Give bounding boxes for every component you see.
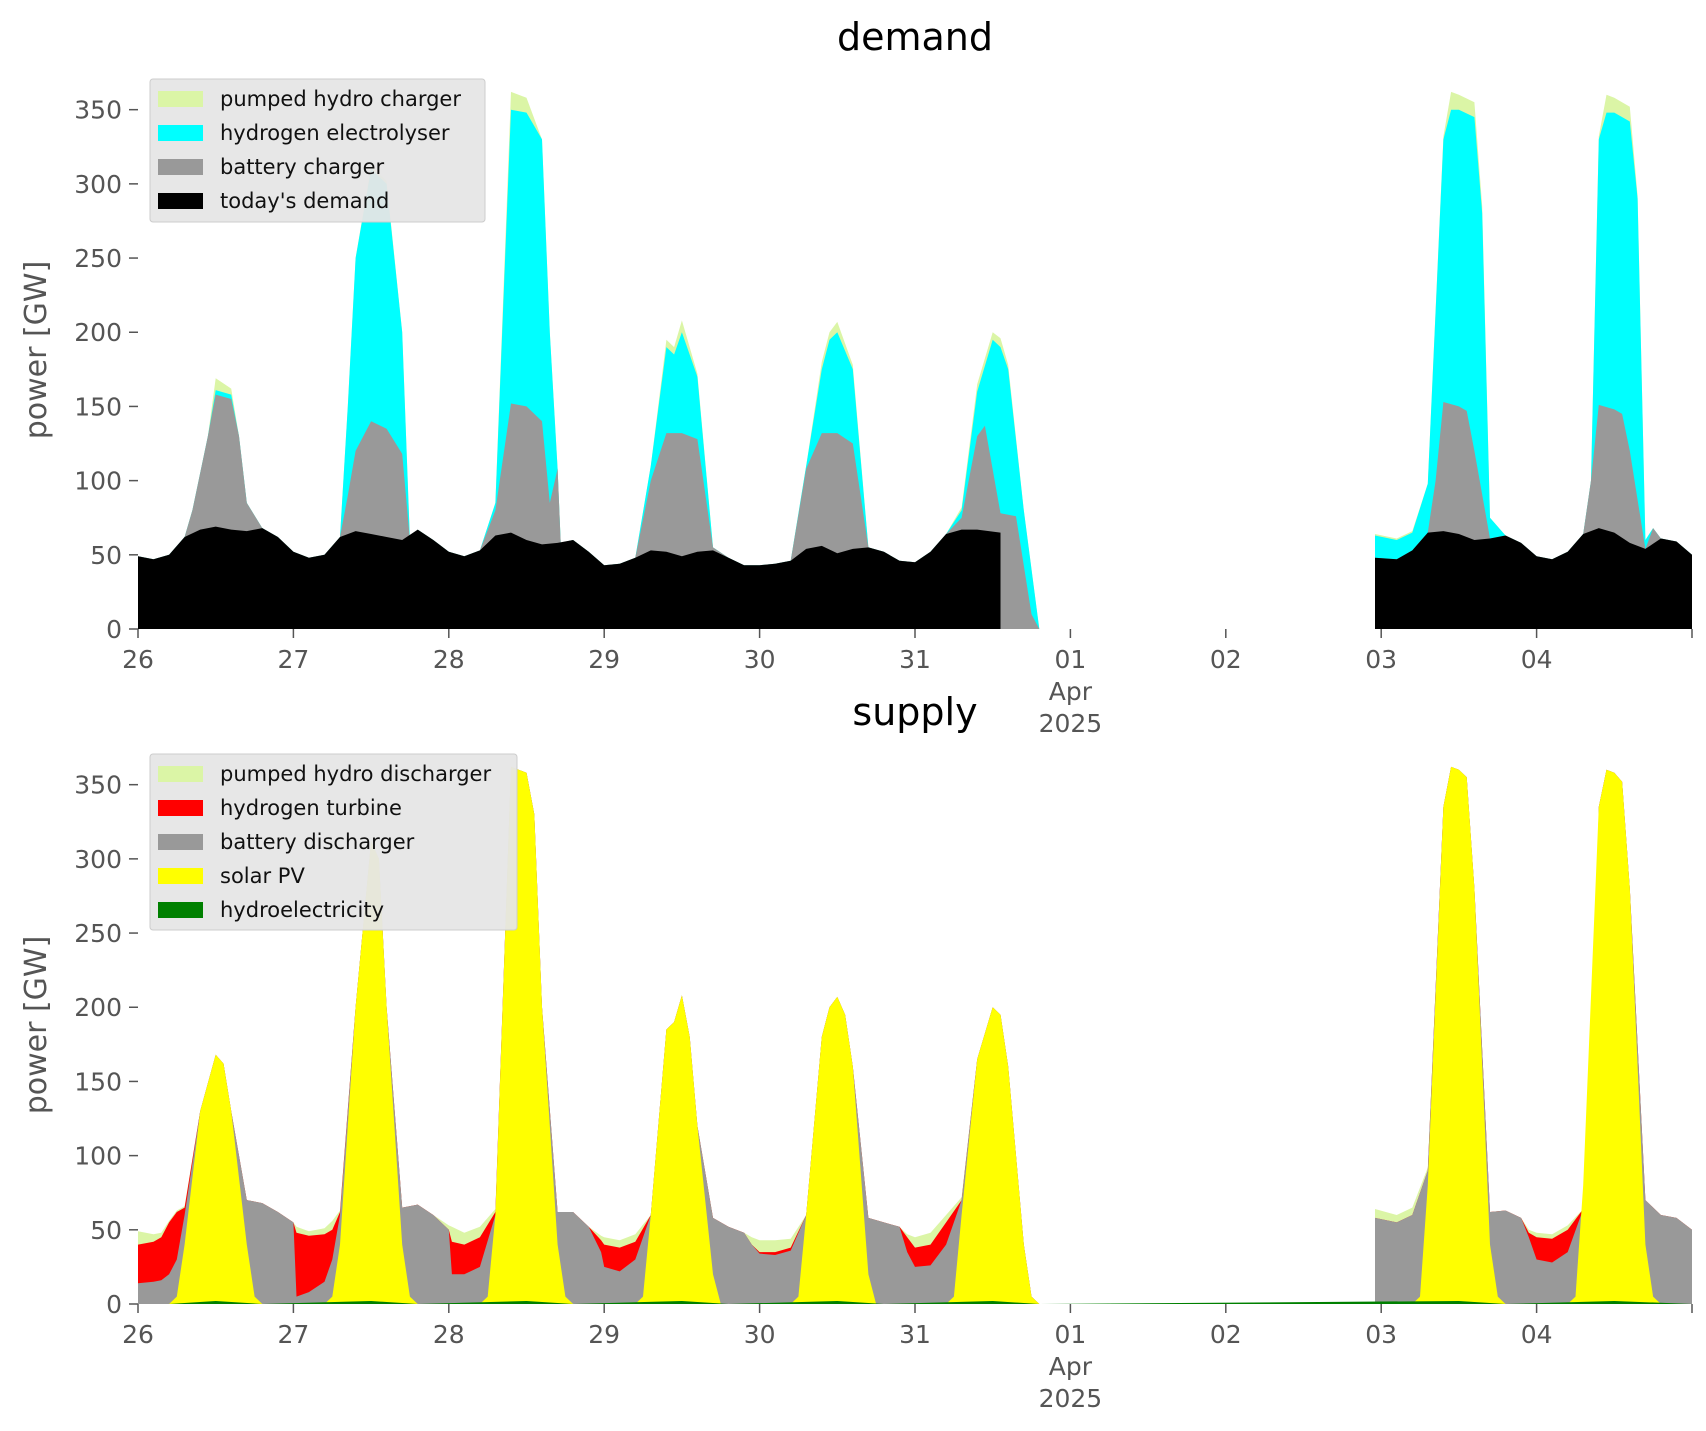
- legend-label-solar-pv: solar PV: [220, 864, 305, 888]
- demand-legend: pumped hydro charger hydrogen electrolyse…: [149, 78, 486, 223]
- legend-swatch-pumped-hydro-charger: [158, 91, 203, 107]
- supply-axes: 0 50 100 150 200 250 300 350 26 27 28 29 30 31 01 Apr 20…: [74, 771, 1693, 1413]
- x-tick-label: 26: [122, 1320, 154, 1349]
- area-solar-pv: [138, 766, 1692, 1304]
- x-tick-label: 02: [1210, 645, 1242, 674]
- y-tick-label: 0: [106, 615, 122, 644]
- x-tick-label: 28: [433, 1320, 465, 1349]
- x-tick-label: 01 Apr 2025: [1039, 645, 1103, 738]
- legend-swatch-solar-pv: [158, 868, 203, 884]
- y-tick-label: 200: [74, 318, 122, 347]
- legend-label-pumped-hydro-discharger: pumped hydro discharger: [220, 762, 491, 786]
- area-today-s-demand: [138, 526, 1692, 629]
- y-tick-label: 300: [74, 170, 122, 199]
- supply-title: supply: [852, 690, 977, 734]
- y-tick-label: 300: [74, 845, 122, 874]
- x-tick-label: 29: [588, 645, 620, 674]
- legend-label-hydroelectricity: hydroelectricity: [220, 898, 384, 922]
- y-tick-label: 150: [74, 392, 122, 421]
- y-tick-label: 100: [74, 1142, 122, 1171]
- legend-label-hydrogen-electrolyser: hydrogen electrolyser: [220, 121, 450, 145]
- legend-box: [149, 753, 518, 931]
- legend-swatch-hydroelectricity: [158, 902, 203, 918]
- y-tick-label: 250: [74, 919, 122, 948]
- x-tick-label: 04: [1521, 1320, 1553, 1349]
- y-tick-label: 350: [74, 96, 122, 125]
- demand-y-axis-label: power [GW]: [19, 261, 54, 440]
- demand-title: demand: [837, 15, 993, 59]
- x-tick-label: 01 Apr 2025: [1039, 1320, 1103, 1413]
- x-tick-label: 30: [744, 1320, 776, 1349]
- supply-legend: pumped hydro discharger hydrogen turbine b…: [149, 753, 518, 931]
- y-tick-label: 150: [74, 1067, 122, 1096]
- legend-swatch-battery-charger: [158, 159, 203, 175]
- x-tick-label: 04: [1521, 645, 1553, 674]
- y-tick-label: 0: [106, 1290, 122, 1319]
- legend-swatch-today-s-demand: [158, 193, 203, 209]
- x-tick-label: 28: [433, 645, 465, 674]
- legend-label-battery-discharger: battery discharger: [220, 830, 415, 854]
- x-tick-label: 30: [744, 645, 776, 674]
- y-tick-label: 50: [90, 541, 122, 570]
- legend-label-today-s-demand: today's demand: [220, 189, 389, 213]
- y-tick-label: 350: [74, 771, 122, 800]
- y-tick-label: 100: [74, 467, 122, 496]
- supply-panel: supply power [GW] 0 50 100 150 200 250 300 350 2…: [19, 690, 1693, 1413]
- x-tick-label: 26: [122, 645, 154, 674]
- legend-label-pumped-hydro-charger: pumped hydro charger: [220, 87, 461, 111]
- y-tick-label: 250: [74, 244, 122, 273]
- demand-areas: [138, 91, 1692, 629]
- legend-swatch-pumped-hydro-discharger: [158, 766, 203, 782]
- legend-label-hydrogen-turbine: hydrogen turbine: [220, 796, 402, 820]
- legend-swatch-battery-discharger: [158, 834, 203, 850]
- x-tick-label: 31: [899, 645, 931, 674]
- legend-box: [149, 78, 486, 223]
- demand-axes: 0 50 100 150 200 250 300 350 26 27 28 29 30 31 01 Apr 20…: [74, 96, 1693, 738]
- supply-areas: [138, 766, 1692, 1304]
- supply-y-axis-label: power [GW]: [19, 936, 54, 1115]
- y-tick-label: 50: [90, 1216, 122, 1245]
- x-tick-label: 02: [1210, 1320, 1242, 1349]
- y-tick-label: 200: [74, 993, 122, 1022]
- legend-swatch-hydrogen-electrolyser: [158, 125, 203, 141]
- area-hydroelectricity: [138, 1301, 1692, 1304]
- x-tick-label: 03: [1365, 1320, 1397, 1349]
- x-tick-label: 31: [899, 1320, 931, 1349]
- x-tick-label: 27: [277, 1320, 309, 1349]
- legend-swatch-hydrogen-turbine: [158, 800, 203, 816]
- x-tick-label: 27: [277, 645, 309, 674]
- legend-label-battery-charger: battery charger: [220, 155, 385, 179]
- x-tick-label: 29: [588, 1320, 620, 1349]
- demand-panel: demand power [GW] 0 50 100 150 200 250 300 350 2…: [19, 15, 1693, 738]
- x-tick-label: 03: [1365, 645, 1397, 674]
